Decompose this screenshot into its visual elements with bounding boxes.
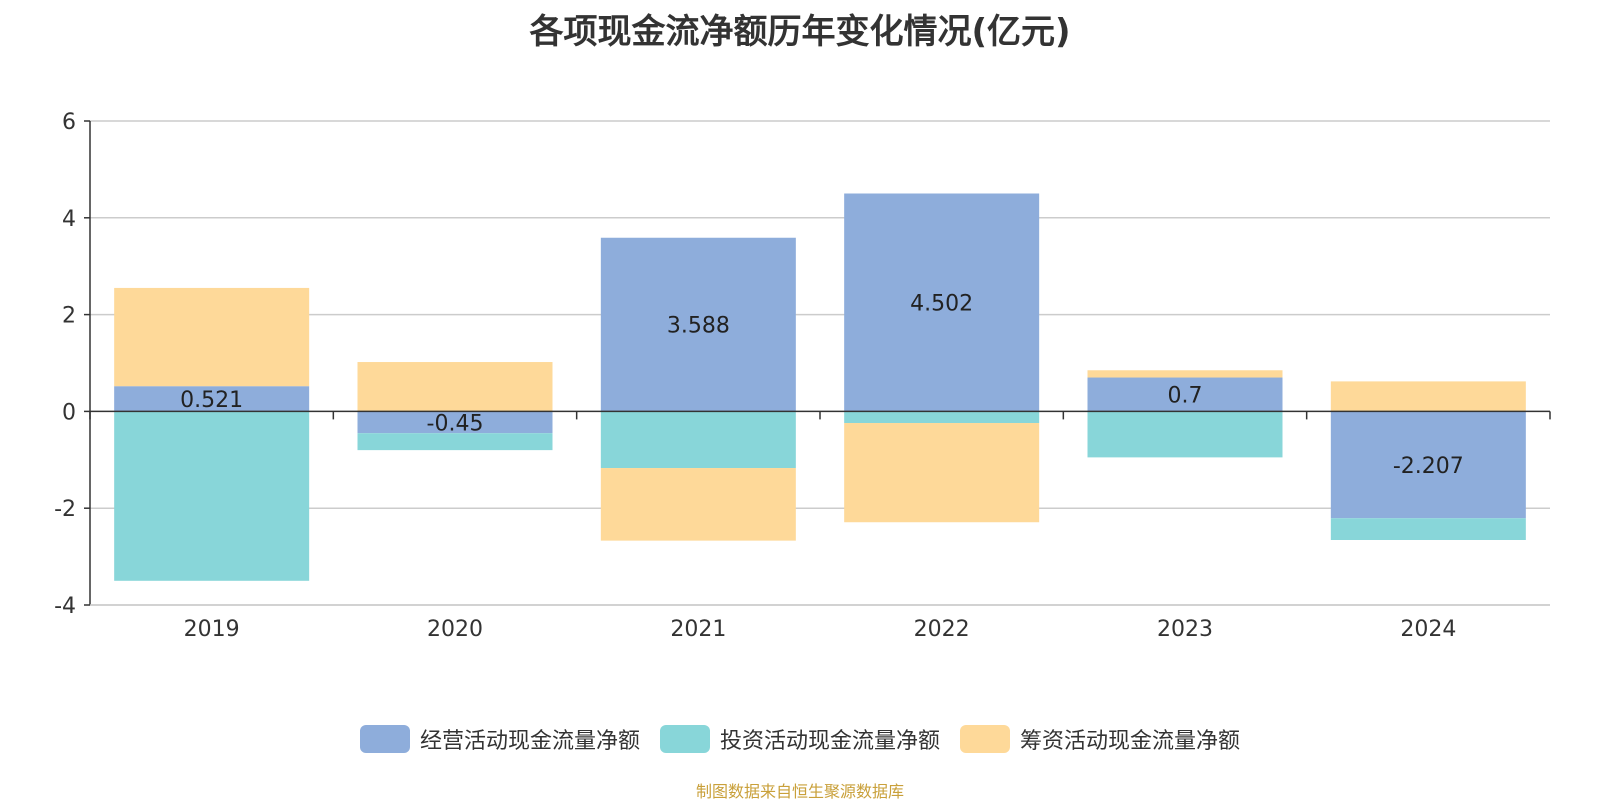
- bar-0-3: [844, 193, 1040, 412]
- bar-1-5: [1330, 518, 1526, 540]
- y-tick-label-1: 4: [62, 207, 76, 232]
- bar-2-3: [844, 423, 1040, 523]
- legend-swatch-operating: [359, 725, 410, 753]
- x-tick-label-5: 2024: [1400, 617, 1456, 642]
- legend-item-financing[interactable]: 筹资活动现金流量净额: [960, 723, 1240, 755]
- bar-2-1: [357, 362, 553, 412]
- bar-2-5: [1330, 381, 1526, 412]
- x-tick-label-3: 2022: [914, 617, 970, 642]
- bar-1-3: [844, 411, 1040, 424]
- legend-label-investing: 投资活动现金流量净额: [719, 729, 940, 754]
- bar-1-4: [1087, 411, 1283, 458]
- legend-swatch-investing: [659, 725, 710, 753]
- bar-0-5: [1330, 411, 1526, 519]
- y-tick-label-4: -2: [54, 497, 76, 522]
- bar-0-2: [600, 237, 796, 412]
- bar-1-0: [114, 411, 310, 581]
- legend-item-investing[interactable]: 投资活动现金流量净额: [659, 723, 940, 755]
- y-tick-label-2: 2: [62, 304, 76, 329]
- data-label-2: 3.588: [667, 314, 730, 339]
- legend-swatch-financing: [960, 725, 1010, 753]
- bar-0-1: [357, 411, 553, 434]
- x-tick-label-0: 2019: [184, 617, 240, 642]
- bar-2-4: [1087, 370, 1283, 378]
- data-label-4: 0.7: [1168, 383, 1203, 408]
- y-tick-label-5: -4: [54, 594, 76, 619]
- legend-label-financing: 筹资活动现金流量净额: [1020, 729, 1241, 754]
- chart-title: 各项现金流净额历年变化情况(亿元): [529, 12, 1071, 52]
- data-label-0: 0.521: [180, 388, 243, 413]
- x-tick-label-1: 2020: [427, 617, 483, 642]
- legend: 经营活动现金流量净额 投资活动现金流量净额 筹资活动现金流量净额: [0, 723, 1600, 755]
- data-label-5: -2.207: [1393, 454, 1464, 479]
- bar-1-2: [600, 411, 796, 469]
- bar-2-2: [600, 468, 796, 541]
- x-tick-label-2: 2021: [670, 617, 726, 642]
- y-tick-label-0: 6: [62, 110, 76, 135]
- bar-0-4: [1087, 377, 1283, 412]
- legend-item-operating[interactable]: 经营活动现金流量净额: [359, 723, 640, 755]
- y-tick-label-3: 0: [62, 400, 76, 425]
- bar-1-1: [357, 433, 553, 451]
- data-label-1: -0.45: [427, 411, 484, 436]
- bar-2-0: [114, 287, 310, 387]
- legend-label-operating: 经营活动现金流量净额: [419, 729, 640, 754]
- source-note: 制图数据来自恒生聚源数据库: [695, 782, 904, 801]
- bar-0-0: [114, 386, 310, 412]
- data-label-3: 4.502: [910, 291, 973, 316]
- x-tick-label-4: 2023: [1157, 617, 1213, 642]
